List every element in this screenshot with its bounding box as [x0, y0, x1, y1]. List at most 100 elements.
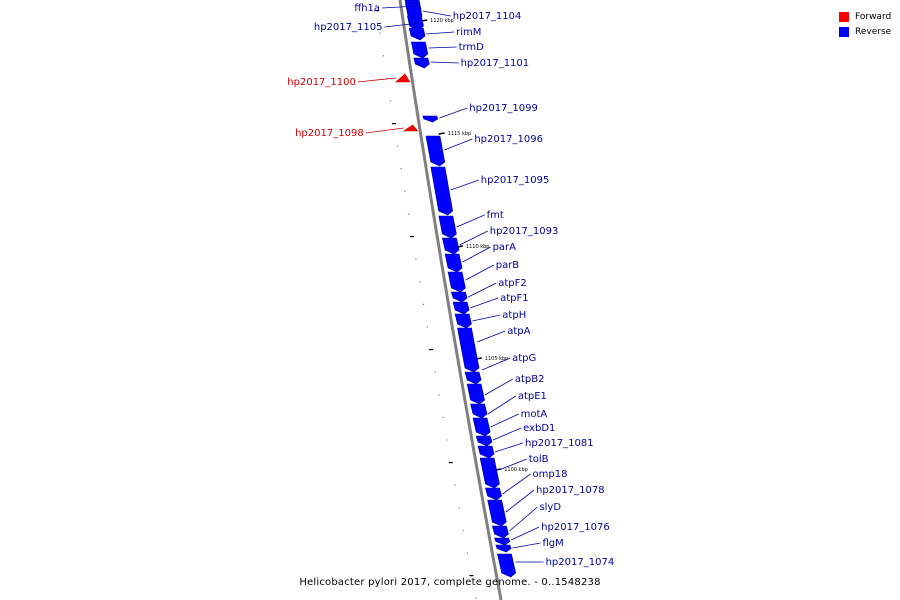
gene-label[interactable]: atpE1 — [518, 391, 547, 402]
scale-mark — [396, 145, 399, 147]
forward-swatch — [839, 11, 849, 22]
legend-reverse: Reverse — [839, 24, 891, 39]
scale-mark — [374, 10, 379, 12]
gene-label[interactable]: flgM — [542, 538, 563, 549]
label-leader — [428, 46, 457, 49]
gene-label[interactable]: atpF1 — [500, 293, 529, 304]
label-leader — [505, 489, 535, 513]
scale-mark — [446, 439, 448, 441]
scale-mark — [434, 371, 436, 373]
gene-label[interactable]: hp2017_1101 — [461, 58, 530, 69]
gene-label[interactable]: hp2017_1078 — [536, 485, 605, 496]
gene-label[interactable]: parB — [496, 260, 520, 271]
gene-label[interactable]: hp2017_1093 — [490, 226, 559, 237]
scale-mark — [442, 416, 444, 418]
legend-reverse-label: Reverse — [855, 26, 892, 37]
gene-label[interactable]: hp2017_1076 — [541, 522, 610, 533]
scale-mark — [466, 552, 468, 554]
label-leader — [456, 214, 485, 228]
gene-label[interactable]: hp2017_1105 — [314, 22, 383, 33]
gene-feature-omp18 — [485, 487, 502, 501]
scale-marks — [374, 10, 477, 599]
scale-mark — [426, 326, 428, 328]
gene-feature-hp2017_1104 — [405, 3, 423, 21]
gene-feature-tolB — [479, 457, 500, 489]
scale-mark — [422, 303, 425, 305]
gene-label[interactable]: atpA — [507, 326, 530, 337]
gene-feature-atpH — [454, 313, 472, 329]
gene-label[interactable]: hp2017_1096 — [474, 134, 543, 145]
scale-mark — [462, 529, 464, 531]
gene-feature-atpA — [457, 327, 480, 373]
scale-mark — [415, 258, 417, 260]
gene-feature-atpG — [464, 371, 482, 385]
strand-legend: Forward Reverse — [839, 9, 891, 39]
gene-label[interactable]: atpB2 — [515, 374, 545, 385]
gene-label[interactable]: atpF2 — [498, 278, 527, 289]
scale-mark — [382, 55, 385, 57]
label-leader — [511, 526, 540, 541]
label-leader — [502, 473, 531, 495]
gene-feature-atpF1 — [452, 301, 470, 315]
gene-feature-hp2017_1081 — [477, 445, 495, 459]
gene-label[interactable]: hp2017_1100 — [287, 77, 356, 88]
scale-mark — [391, 123, 396, 125]
gene-feature-trmD — [410, 41, 429, 59]
label-leader — [426, 31, 455, 35]
label-leader — [492, 427, 522, 441]
gene-feature-atpF2 — [451, 291, 468, 303]
gene-feature-atpE1 — [470, 403, 488, 419]
genome-title: Helicobacter pylori 2017, complete genom… — [299, 577, 601, 588]
kbp-tick-label: 1105 kbp — [485, 356, 509, 362]
legend-forward: Forward — [839, 9, 891, 24]
label-leader — [472, 314, 501, 322]
gene-label[interactable]: hp2017_1098 — [295, 128, 364, 139]
gene-label[interactable]: rimM — [456, 27, 481, 38]
label-leader — [468, 282, 497, 298]
label-leader — [477, 330, 506, 343]
gene-label[interactable]: exbD1 — [523, 423, 555, 434]
label-leader — [439, 107, 468, 119]
gene-feature-hp2017_1093 — [442, 237, 460, 255]
gene-label[interactable]: ffh1a — [354, 3, 380, 14]
label-leader — [469, 297, 499, 309]
gene-label[interactable]: atpG — [512, 353, 536, 364]
gene-feature-hp2017_1098 — [402, 124, 419, 132]
scale-mark — [429, 349, 434, 351]
gene-features — [395, 0, 517, 578]
scale-mark — [448, 462, 453, 464]
label-leader — [462, 246, 491, 263]
gene-feature-flgM — [495, 544, 512, 553]
scale-mark — [410, 236, 415, 238]
gene-label[interactable]: tolB — [529, 454, 549, 465]
gene-label[interactable]: parA — [493, 242, 517, 253]
gene-label[interactable]: hp2017_1081 — [525, 438, 594, 449]
kbp-tick-label: 1100 kbp — [504, 467, 528, 473]
gene-feature-hp2017_1096 — [425, 135, 446, 167]
genome-backbone — [398, 0, 503, 600]
gene-feature-atpB2 — [466, 383, 485, 405]
gene-label[interactable]: hp2017_1095 — [481, 175, 550, 186]
gene-label[interactable]: motA — [521, 409, 548, 420]
gene-feature-rimM — [408, 27, 426, 41]
gene-label[interactable]: hp2017_1099 — [469, 103, 538, 114]
gene-label[interactable]: hp2017_1104 — [453, 11, 522, 22]
gene-feature-exbD1 — [475, 435, 493, 447]
gene-label[interactable]: slyD — [539, 502, 561, 513]
gene-label[interactable]: atpH — [502, 310, 526, 321]
gene-label[interactable]: omp18 — [533, 469, 568, 480]
gene-label[interactable]: fmt — [487, 210, 504, 221]
label-leader — [487, 395, 517, 415]
scale-mark — [419, 281, 421, 283]
gene-feature-hp2017_1100 — [395, 73, 411, 83]
scale-mark — [400, 168, 402, 170]
label-leader — [382, 5, 419, 9]
label-leader — [494, 442, 524, 453]
scale-mark — [458, 507, 460, 509]
label-leader — [512, 542, 541, 549]
gene-label[interactable]: trmD — [459, 42, 485, 53]
scale-mark — [389, 100, 392, 102]
label-leader — [498, 458, 527, 471]
gene-label[interactable]: hp2017_1074 — [546, 557, 615, 568]
label-leader — [357, 77, 396, 83]
